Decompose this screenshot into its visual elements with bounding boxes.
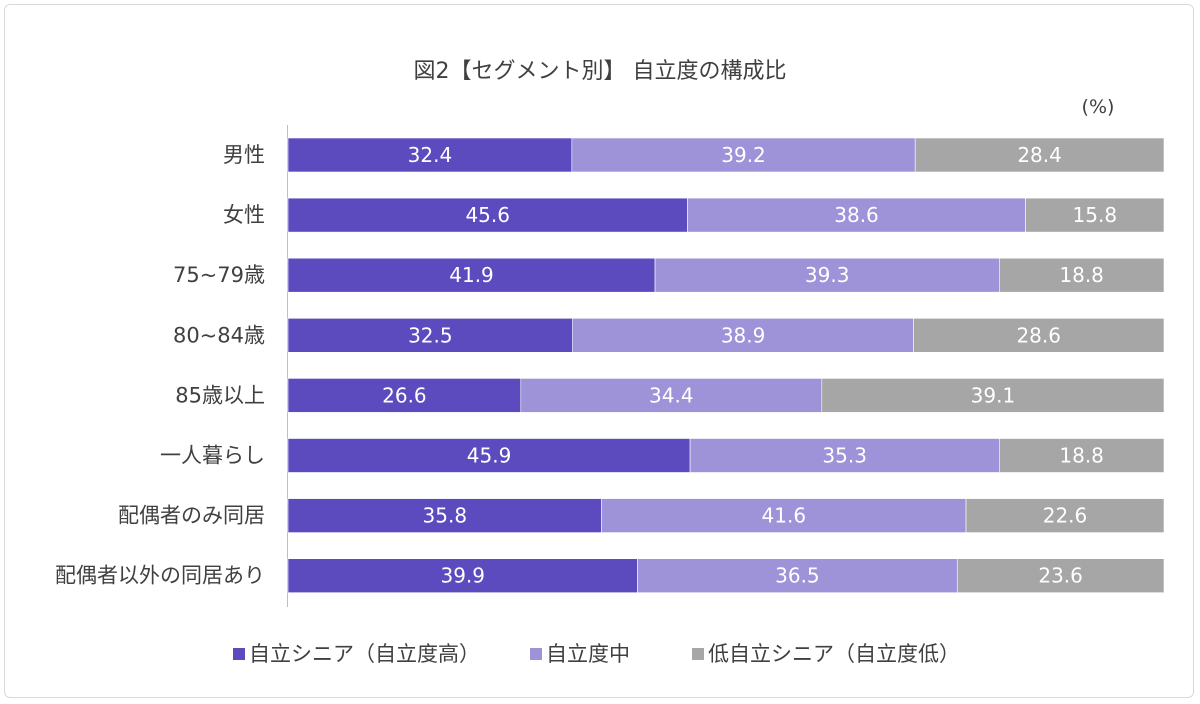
- data-label: 45.6: [465, 203, 510, 227]
- bar-segment: [965, 498, 1165, 533]
- data-label: 32.4: [408, 143, 453, 167]
- data-label: 23.6: [1038, 564, 1083, 588]
- unit-label: (%): [1082, 96, 1115, 118]
- data-label: 32.5: [408, 323, 453, 347]
- data-label: 18.8: [1059, 263, 1104, 287]
- data-label: 28.6: [1016, 323, 1061, 347]
- data-label: 39.9: [440, 564, 485, 588]
- data-label: 38.9: [721, 323, 766, 347]
- bars-group: 男性 32.4 39.2 28.4 女性 45.6 38.6 15.8 75~79歳 41.9 39…: [55, 137, 1165, 594]
- bar-segment: [287, 137, 573, 173]
- data-label: 28.4: [1017, 143, 1062, 167]
- data-label: 39.2: [721, 143, 766, 167]
- data-label: 38.6: [834, 203, 879, 227]
- bar-segment: [287, 378, 522, 413]
- legend-swatch: [530, 648, 542, 660]
- category-label: 男性: [223, 143, 265, 167]
- bar-segment: [654, 257, 1000, 293]
- data-label: 45.9: [467, 444, 512, 468]
- category-label: 一人暮らし: [160, 444, 265, 468]
- bar-segment: [913, 317, 1165, 353]
- data-label: 36.5: [775, 564, 820, 588]
- data-label: 15.8: [1073, 203, 1118, 227]
- data-label: 41.6: [762, 504, 807, 528]
- bar-segment: [287, 257, 656, 293]
- chart-title: 図2【セグメント別】 自立度の構成比: [414, 59, 787, 84]
- data-label: 26.6: [382, 383, 427, 407]
- bar-segment: [999, 257, 1165, 293]
- bar-segment: [914, 137, 1165, 173]
- bar-segment: [572, 317, 914, 353]
- legend-label: 自立度中: [546, 642, 630, 666]
- bar-segment: [287, 558, 638, 594]
- bar-segment: [821, 378, 1165, 413]
- bar-segment: [287, 317, 574, 353]
- category-label: 女性: [223, 203, 265, 227]
- bar-segment: [956, 558, 1165, 594]
- legend-label: 低自立シニア（自立度低）: [708, 642, 960, 666]
- legend-label: 自立シニア（自立度高）: [249, 642, 480, 666]
- data-label: 35.8: [423, 504, 468, 528]
- bar-segment: [637, 558, 958, 594]
- legend-swatch: [233, 648, 245, 660]
- data-label: 22.6: [1043, 504, 1088, 528]
- data-label: 39.3: [805, 263, 850, 287]
- legend-swatch: [692, 648, 704, 660]
- data-label: 35.3: [822, 444, 867, 468]
- bar-segment: [287, 498, 602, 533]
- legend: 自立シニア（自立度高） 自立度中 低自立シニア（自立度低）: [233, 642, 960, 666]
- data-label: 34.4: [649, 383, 694, 407]
- bar-segment: [601, 498, 967, 533]
- category-label: 75~79歳: [173, 263, 265, 287]
- bar-segment: [687, 197, 1026, 233]
- category-label: 配偶者のみ同居: [118, 504, 265, 528]
- bar-segment: [520, 378, 823, 413]
- bar-segment: [999, 438, 1165, 473]
- bar-segment: [689, 438, 1000, 473]
- data-label: 18.8: [1059, 444, 1104, 468]
- data-label: 41.9: [449, 263, 494, 287]
- bar-segment: [1025, 197, 1165, 233]
- category-label: 85歳以上: [175, 383, 265, 407]
- data-label: 39.1: [971, 383, 1016, 407]
- bar-segment: [571, 137, 916, 173]
- category-label: 配偶者以外の同居あり: [55, 564, 265, 588]
- category-label: 80~84歳: [173, 323, 265, 347]
- bar-segment: [287, 438, 691, 473]
